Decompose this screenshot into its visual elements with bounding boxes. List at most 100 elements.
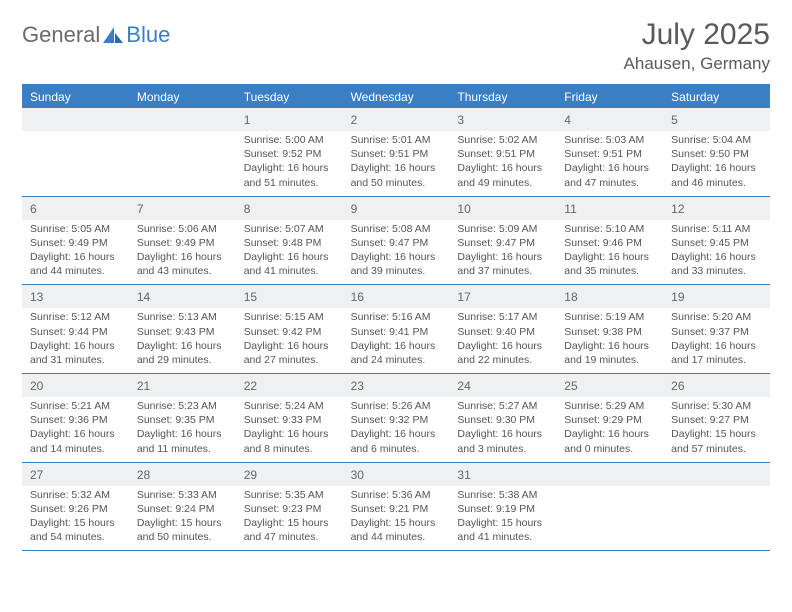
daylight-line: Daylight: 16 hours and 46 minutes. bbox=[671, 161, 762, 189]
day-number: 3 bbox=[457, 113, 464, 127]
calendar-cell: 18Sunrise: 5:19 AMSunset: 9:38 PMDayligh… bbox=[556, 285, 663, 373]
day-number bbox=[564, 468, 567, 482]
day-number-row: 26 bbox=[663, 374, 770, 397]
day-number: 19 bbox=[671, 290, 684, 304]
calendar-cell: 15Sunrise: 5:15 AMSunset: 9:42 PMDayligh… bbox=[236, 285, 343, 373]
sunset-line: Sunset: 9:26 PM bbox=[30, 502, 121, 516]
day-data: Sunrise: 5:33 AMSunset: 9:24 PMDaylight:… bbox=[129, 486, 236, 551]
sunrise-line: Sunrise: 5:38 AM bbox=[457, 488, 548, 502]
sunrise-line: Sunrise: 5:09 AM bbox=[457, 222, 548, 236]
day-number: 20 bbox=[30, 379, 43, 393]
sunrise-line: Sunrise: 5:19 AM bbox=[564, 310, 655, 324]
calendar-cell: 21 Sunrise: 5:23 AMSunset: 9:35 PMDayligh… bbox=[129, 374, 236, 462]
calendar-cell: 30Sunrise: 5:36 AMSunset: 9:21 PMDayligh… bbox=[343, 463, 450, 551]
day-number: 28 bbox=[137, 468, 150, 482]
sunrise-line: Sunrise: 5:29 AM bbox=[564, 399, 655, 413]
sunrise-line: Sunrise: 5:00 AM bbox=[244, 133, 335, 147]
daylight-line: Daylight: 16 hours and 31 minutes. bbox=[30, 339, 121, 367]
day-number: 12 bbox=[671, 202, 684, 216]
sunrise-line: Sunrise: 5:15 AM bbox=[244, 310, 335, 324]
calendar-cell: 20 Sunrise: 5:21 AMSunset: 9:36 PMDayligh… bbox=[22, 374, 129, 462]
location: Ahausen, Germany bbox=[624, 54, 770, 74]
logo-text-2: Blue bbox=[126, 22, 170, 48]
sunset-line: Sunset: 9:29 PM bbox=[564, 413, 655, 427]
sunrise-line: Sunrise: 5:17 AM bbox=[457, 310, 548, 324]
calendar-cell bbox=[663, 463, 770, 551]
sunset-line: Sunset: 9:43 PM bbox=[137, 325, 228, 339]
sunrise-line: Sunrise: 5:24 AM bbox=[244, 399, 335, 413]
day-data: Sunrise: 5:26 AMSunset: 9:32 PMDaylight:… bbox=[343, 397, 450, 462]
day-number-row: 2 bbox=[343, 108, 450, 131]
day-number: 10 bbox=[457, 202, 470, 216]
day-data: Sunrise: 5:30 AMSunset: 9:27 PMDaylight:… bbox=[663, 397, 770, 462]
sunset-line: Sunset: 9:44 PM bbox=[30, 325, 121, 339]
weekday-header: Monday bbox=[129, 86, 236, 108]
sunset-line: Sunset: 9:19 PM bbox=[457, 502, 548, 516]
calendar-cell: 4Sunrise: 5:03 AMSunset: 9:51 PMDaylight… bbox=[556, 108, 663, 196]
day-number: 29 bbox=[244, 468, 257, 482]
day-number-row: 27 bbox=[22, 463, 129, 486]
day-number: 11 bbox=[564, 202, 576, 216]
calendar-cell: 16Sunrise: 5:16 AMSunset: 9:41 PMDayligh… bbox=[343, 285, 450, 373]
day-number-row bbox=[22, 108, 129, 131]
sunset-line: Sunset: 9:30 PM bbox=[457, 413, 548, 427]
day-number: 24 bbox=[457, 379, 470, 393]
calendar-week: 6Sunrise: 5:05 AMSunset: 9:49 PMDaylight… bbox=[22, 197, 770, 286]
daylight-line: Daylight: 16 hours and 39 minutes. bbox=[351, 250, 442, 278]
sunrise-line: Sunrise: 5:13 AM bbox=[137, 310, 228, 324]
daylight-line: Daylight: 16 hours and 0 minutes. bbox=[564, 427, 655, 455]
daylight-line: Daylight: 16 hours and 33 minutes. bbox=[671, 250, 762, 278]
calendar-week: 13Sunrise: 5:12 AMSunset: 9:44 PMDayligh… bbox=[22, 285, 770, 374]
daylight-line: Daylight: 15 hours and 57 minutes. bbox=[671, 427, 762, 455]
sunrise-line: Sunrise: 5:16 AM bbox=[351, 310, 442, 324]
calendar-cell: 31Sunrise: 5:38 AMSunset: 9:19 PMDayligh… bbox=[449, 463, 556, 551]
sunrise-line: Sunrise: 5:08 AM bbox=[351, 222, 442, 236]
day-data: Sunrise: 5:36 AMSunset: 9:21 PMDaylight:… bbox=[343, 486, 450, 551]
calendar-cell: 27Sunrise: 5:32 AMSunset: 9:26 PMDayligh… bbox=[22, 463, 129, 551]
daylight-line: Daylight: 16 hours and 17 minutes. bbox=[671, 339, 762, 367]
day-number-row: 9 bbox=[343, 197, 450, 220]
day-number: 22 bbox=[244, 379, 257, 393]
sunrise-line: Sunrise: 5:35 AM bbox=[244, 488, 335, 502]
day-data: Sunrise: 5:15 AMSunset: 9:42 PMDaylight:… bbox=[236, 308, 343, 373]
sunset-line: Sunset: 9:50 PM bbox=[671, 147, 762, 161]
day-number: 4 bbox=[564, 113, 571, 127]
calendar-cell: 10Sunrise: 5:09 AMSunset: 9:47 PMDayligh… bbox=[449, 197, 556, 285]
sunset-line: Sunset: 9:48 PM bbox=[244, 236, 335, 250]
day-number-row: 4 bbox=[556, 108, 663, 131]
sunset-line: Sunset: 9:51 PM bbox=[457, 147, 548, 161]
day-number: 14 bbox=[137, 290, 150, 304]
day-data: Sunrise: 5:19 AMSunset: 9:38 PMDaylight:… bbox=[556, 308, 663, 373]
day-data: Sunrise: 5:21 AMSunset: 9:36 PMDaylight:… bbox=[22, 397, 129, 462]
calendar-week: 27Sunrise: 5:32 AMSunset: 9:26 PMDayligh… bbox=[22, 463, 770, 552]
day-number-row: 22 bbox=[236, 374, 343, 397]
day-data: Sunrise: 5:23 AMSunset: 9:35 PMDaylight:… bbox=[129, 397, 236, 462]
sunrise-line: Sunrise: 5:10 AM bbox=[564, 222, 655, 236]
day-number-row: 16 bbox=[343, 285, 450, 308]
daylight-line: Daylight: 16 hours and 37 minutes. bbox=[457, 250, 548, 278]
day-number-row: 7 bbox=[129, 197, 236, 220]
weekday-header: Wednesday bbox=[343, 86, 450, 108]
daylight-line: Daylight: 16 hours and 29 minutes. bbox=[137, 339, 228, 367]
day-number: 2 bbox=[351, 113, 358, 127]
sunset-line: Sunset: 9:21 PM bbox=[351, 502, 442, 516]
day-number-row: 12 bbox=[663, 197, 770, 220]
sunset-line: Sunset: 9:51 PM bbox=[564, 147, 655, 161]
sunrise-line: Sunrise: 5:11 AM bbox=[671, 222, 762, 236]
day-number: 21 bbox=[137, 379, 150, 393]
calendar-cell: 11Sunrise: 5:10 AMSunset: 9:46 PMDayligh… bbox=[556, 197, 663, 285]
day-data: Sunrise: 5:20 AMSunset: 9:37 PMDaylight:… bbox=[663, 308, 770, 373]
sunrise-line: Sunrise: 5:07 AM bbox=[244, 222, 335, 236]
calendar-week: 20 Sunrise: 5:21 AMSunset: 9:36 PMDayligh… bbox=[22, 374, 770, 463]
day-number-row: 20 bbox=[22, 374, 129, 397]
day-data: Sunrise: 5:24 AMSunset: 9:33 PMDaylight:… bbox=[236, 397, 343, 462]
daylight-line: Daylight: 16 hours and 49 minutes. bbox=[457, 161, 548, 189]
calendar-cell: 8Sunrise: 5:07 AMSunset: 9:48 PMDaylight… bbox=[236, 197, 343, 285]
calendar-cell bbox=[22, 108, 129, 196]
day-number: 25 bbox=[564, 379, 577, 393]
day-number-row bbox=[663, 463, 770, 486]
calendar-cell: 2Sunrise: 5:01 AMSunset: 9:51 PMDaylight… bbox=[343, 108, 450, 196]
day-number-row: 15 bbox=[236, 285, 343, 308]
calendar-cell: 13Sunrise: 5:12 AMSunset: 9:44 PMDayligh… bbox=[22, 285, 129, 373]
daylight-line: Daylight: 16 hours and 3 minutes. bbox=[457, 427, 548, 455]
